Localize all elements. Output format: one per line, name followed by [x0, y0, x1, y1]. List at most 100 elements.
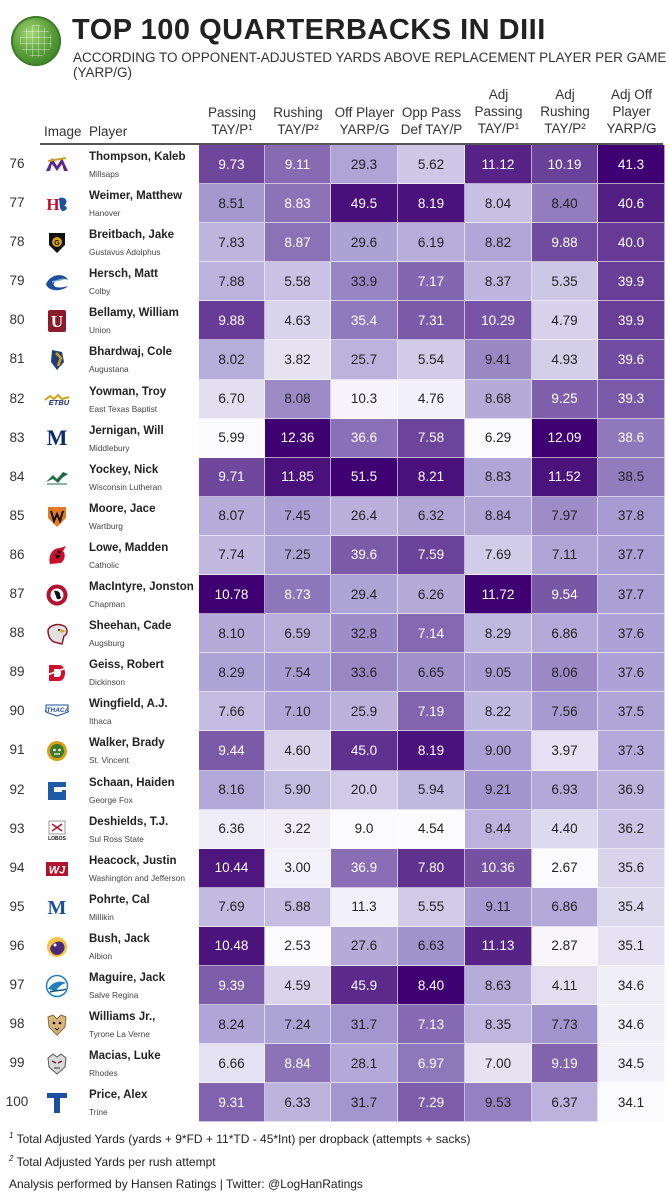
cell-adj-rushing: 6.37 [532, 1083, 598, 1123]
cell-off-player: 36.6 [331, 418, 398, 458]
col-header-line: TAY/P¹ [211, 122, 253, 137]
cell-adj-passing: 8.29 [465, 614, 532, 654]
rank-cell: 78 [9, 234, 25, 250]
table-row: 100 Price, Alex Trine 9.31 6.33 31.7 7.29 9.53 6… [0, 1083, 669, 1123]
cell-adj-off: 39.9 [598, 301, 665, 341]
rank-cell: 90 [9, 703, 25, 719]
cell-rushing: 7.24 [265, 1005, 331, 1045]
page-subtitle: ACCORDING TO OPPONENT-ADJUSTED YARDS ABO… [73, 50, 667, 80]
cell-opp-pass: 6.32 [398, 496, 465, 536]
cell-adj-rushing: 9.19 [532, 1044, 598, 1084]
school-name: St. Vincent [89, 755, 129, 766]
cell-adj-passing: 8.68 [465, 379, 532, 419]
player-name: Yowman, Troy [89, 385, 167, 398]
cell-opp-pass: 6.26 [398, 575, 465, 615]
rank-cell: 99 [9, 1055, 25, 1071]
cell-adj-off: 39.9 [598, 262, 665, 302]
cell-adj-off: 39.6 [598, 340, 665, 380]
player-name: Wingfield, A.J. [89, 698, 168, 711]
rank-cell: 83 [9, 429, 25, 445]
school-name: Trine [89, 1107, 108, 1118]
table-row: 98 Williams Jr., Tyrone La Verne 8.24 7.24 31… [0, 1005, 669, 1045]
col-header-passing: Passing TAY/P¹ [199, 104, 265, 154]
player-name: Hersch, Matt [89, 268, 159, 281]
quarterback-table: 76 Thompson, Kaleb Millsaps 9.73 9.11 29.3 5.6… [0, 145, 669, 1123]
cell-adj-rushing: 7.97 [532, 496, 598, 536]
cell-off-player: 31.7 [331, 1083, 398, 1123]
school-name: Wartburg [89, 520, 123, 531]
cell-opp-pass: 6.63 [398, 926, 465, 966]
cell-passing: 6.36 [199, 809, 265, 849]
cell-adj-passing: 9.21 [465, 770, 532, 810]
cell-adj-rushing: 12.09 [532, 418, 598, 458]
rank-cell: 81 [9, 351, 25, 367]
rank-cell: 98 [9, 1016, 25, 1032]
col-header-adj-rushing: Adj Rushing TAY/P² [532, 86, 598, 136]
cell-adj-off: 37.7 [598, 575, 665, 615]
footnote-2-mark: 2 [9, 1154, 14, 1163]
rank-cell: 84 [9, 468, 25, 484]
player-name: Weimer, Matthew [89, 190, 183, 203]
col-header-line: YARP/G [606, 121, 657, 136]
cell-rushing: 5.58 [265, 262, 331, 302]
cell-adj-passing: 11.12 [465, 145, 532, 185]
cell-adj-passing: 8.83 [465, 457, 532, 497]
cell-rushing: 4.59 [265, 965, 331, 1006]
cell-adj-rushing: 9.54 [532, 575, 598, 615]
cell-passing: 9.73 [199, 145, 265, 185]
trine-logo-icon [44, 1091, 70, 1115]
player-name: Breitbach, Jake [89, 229, 175, 242]
cell-adj-passing: 8.82 [465, 223, 532, 263]
col-header-line: Rushing [273, 105, 323, 120]
cell-off-player: 45.9 [331, 965, 398, 1006]
cell-passing: 6.66 [199, 1044, 265, 1084]
cell-rushing: 5.90 [265, 770, 331, 810]
school-name: Albion [89, 950, 113, 961]
svg-text:U: U [51, 312, 63, 331]
cell-off-player: 45.0 [331, 731, 398, 771]
cell-opp-pass: 7.29 [398, 1083, 465, 1123]
cell-adj-off: 38.6 [598, 418, 665, 458]
cell-adj-passing: 8.37 [465, 262, 532, 302]
svg-text:G: G [54, 240, 60, 247]
cell-rushing: 8.87 [265, 223, 331, 263]
catholic-logo-icon [44, 544, 70, 568]
col-header-rushing: Rushing TAY/P² [265, 104, 331, 154]
cell-opp-pass: 8.21 [398, 457, 465, 497]
svg-text:M: M [48, 897, 67, 919]
table-row: 87 MacIntyre, Jonston Chapman 10.78 8.73 29.4… [0, 575, 669, 615]
cell-adj-passing: 9.05 [465, 653, 532, 693]
cell-off-player: 28.1 [331, 1044, 398, 1084]
cell-rushing: 7.54 [265, 653, 331, 693]
school-name: Millsaps [89, 169, 119, 179]
rank-cell: 85 [9, 507, 25, 523]
st-vincent-logo-icon [44, 739, 70, 763]
table-row: 85 Moore, Jace Wartburg 8.07 7.45 26.4 6.32 8.8… [0, 496, 669, 536]
rank-cell: 77 [9, 195, 25, 211]
svg-text:H: H [46, 195, 59, 214]
cell-rushing: 12.36 [265, 418, 331, 458]
player-name: Lowe, Madden [89, 541, 169, 554]
cell-rushing: 4.60 [265, 731, 331, 771]
cell-rushing: 6.59 [265, 614, 331, 654]
cell-adj-passing: 8.63 [465, 965, 532, 1006]
col-header-line: Opp Pass [401, 105, 462, 120]
col-header-line: Def TAY/P [400, 122, 463, 137]
cell-opp-pass: 5.54 [398, 340, 465, 380]
cell-adj-rushing: 4.40 [532, 809, 598, 849]
cell-off-player: 20.0 [331, 770, 398, 810]
cell-off-player: 35.4 [331, 301, 398, 341]
player-name: Bush, Jack [89, 932, 150, 945]
cell-adj-rushing: 4.93 [532, 340, 598, 380]
col-header-player: Player [89, 124, 128, 139]
cell-adj-rushing: 4.11 [532, 965, 598, 1006]
player-name: Macias, Luke [89, 1050, 161, 1063]
cell-adj-passing: 9.11 [465, 887, 532, 927]
cell-opp-pass: 5.62 [398, 145, 465, 185]
cell-adj-off: 37.5 [598, 692, 665, 732]
rank-cell: 88 [9, 625, 25, 641]
cell-off-player: 11.3 [331, 887, 398, 927]
svg-text:M: M [47, 427, 68, 450]
svg-text:WJ: WJ [49, 864, 66, 876]
cell-adj-rushing: 2.87 [532, 926, 598, 966]
